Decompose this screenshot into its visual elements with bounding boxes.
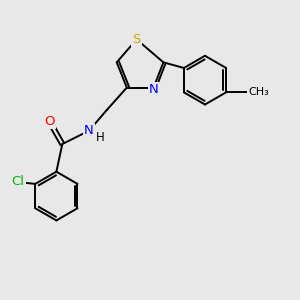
Text: H: H bbox=[96, 131, 105, 144]
Text: N: N bbox=[84, 124, 94, 137]
Text: CH₃: CH₃ bbox=[248, 87, 269, 97]
Text: Cl: Cl bbox=[11, 175, 25, 188]
Text: O: O bbox=[45, 115, 55, 128]
Text: N: N bbox=[149, 83, 158, 97]
Text: S: S bbox=[132, 33, 141, 46]
